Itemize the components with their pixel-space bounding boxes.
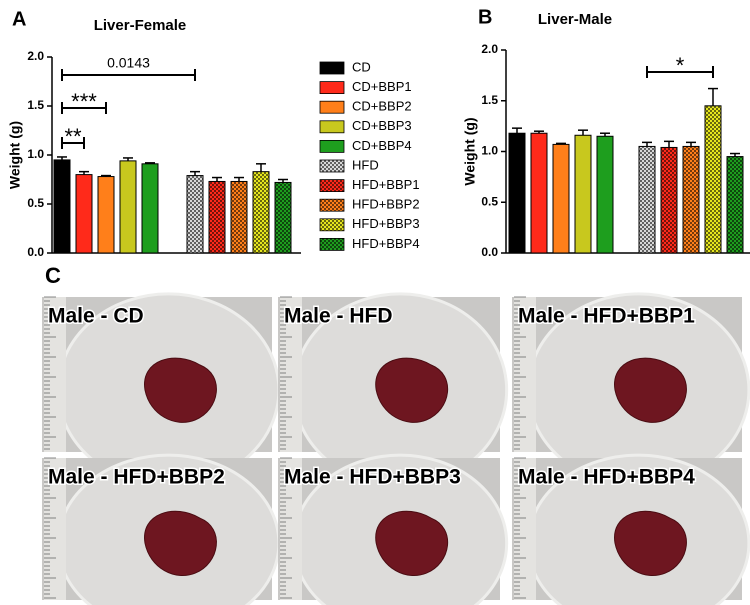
bar <box>508 132 526 254</box>
legend-swatch <box>319 237 345 251</box>
bar <box>638 145 656 254</box>
y-tick-label: 2.0 <box>27 49 44 63</box>
liver <box>144 357 217 423</box>
liver <box>375 510 448 577</box>
y-tick-label: 1.0 <box>481 144 498 158</box>
bar <box>274 181 292 254</box>
liver <box>614 510 687 577</box>
legend-swatch <box>319 159 345 173</box>
legend-label: CD+BBP1 <box>352 79 412 94</box>
legend-label: CD+BBP2 <box>352 99 412 114</box>
ruler <box>44 458 66 600</box>
liver <box>375 357 448 423</box>
panel-letter: A <box>12 8 26 30</box>
bar <box>552 143 570 254</box>
legend-swatch <box>319 100 345 114</box>
bar <box>726 156 744 254</box>
photo-label: Male - HFD+BBP3 <box>284 466 461 489</box>
bar <box>230 180 248 254</box>
y-tick-label: 0.0 <box>481 245 498 259</box>
legend-label: HFD <box>352 157 379 172</box>
bar <box>97 176 115 254</box>
legend-label: HFD+BBP1 <box>352 177 420 192</box>
y-axis-label: Weight (g) <box>462 117 478 185</box>
bar <box>75 174 93 254</box>
legend-swatch <box>319 120 345 134</box>
panel-letter: B <box>478 6 492 28</box>
legend-label: HFD+BBP2 <box>352 197 420 212</box>
legend-label: CD <box>352 59 371 74</box>
ruler <box>280 458 302 600</box>
photo-label: Male - HFD+BBP2 <box>48 466 225 489</box>
photo-label: Male - HFD+BBP1 <box>518 305 695 328</box>
ruler <box>514 458 536 600</box>
chart-title: Liver-Female <box>94 17 187 34</box>
legend-label: HFD+BBP4 <box>352 236 420 251</box>
legend-swatch <box>319 81 345 94</box>
legend-swatch <box>319 218 345 232</box>
y-tick-label: 0.0 <box>27 245 44 259</box>
liver <box>614 357 687 423</box>
significance-label: ** <box>64 124 82 149</box>
legend-swatch <box>319 198 345 212</box>
photo-label: Male - HFD <box>284 305 393 328</box>
bar <box>252 171 270 254</box>
y-tick-label: 1.5 <box>481 93 498 107</box>
bar <box>596 135 614 254</box>
significance-label: 0.0143 <box>107 55 150 71</box>
y-tick-label: 0.5 <box>481 194 498 208</box>
liver <box>144 510 217 577</box>
y-tick-label: 1.5 <box>27 98 44 112</box>
bar <box>660 146 678 254</box>
significance-label: *** <box>71 89 97 114</box>
legend-label: HFD+BBP3 <box>352 216 420 231</box>
significance-label: * <box>676 53 685 78</box>
legend-swatch <box>319 139 345 153</box>
bar <box>682 145 700 254</box>
chart-title: Liver-Male <box>538 11 612 28</box>
y-axis-label: Weight (g) <box>7 121 23 189</box>
bar <box>704 105 722 254</box>
bar <box>574 134 592 254</box>
photo-label: Male - HFD+BBP4 <box>518 466 695 489</box>
bar <box>208 180 226 254</box>
bar <box>53 159 71 254</box>
bar <box>119 160 137 254</box>
bar <box>186 175 204 254</box>
photo-label: Male - CD <box>48 305 144 328</box>
legend-swatch <box>319 179 345 193</box>
panel-letter: C <box>45 263 61 288</box>
legend-label: CD+BBP3 <box>352 118 412 133</box>
y-tick-label: 2.0 <box>481 42 498 56</box>
y-tick-label: 1.0 <box>27 147 44 161</box>
legend-label: CD+BBP4 <box>352 138 412 153</box>
legend-swatch <box>319 61 345 75</box>
bar <box>141 163 159 254</box>
y-tick-label: 0.5 <box>27 196 44 210</box>
bar <box>530 132 548 254</box>
